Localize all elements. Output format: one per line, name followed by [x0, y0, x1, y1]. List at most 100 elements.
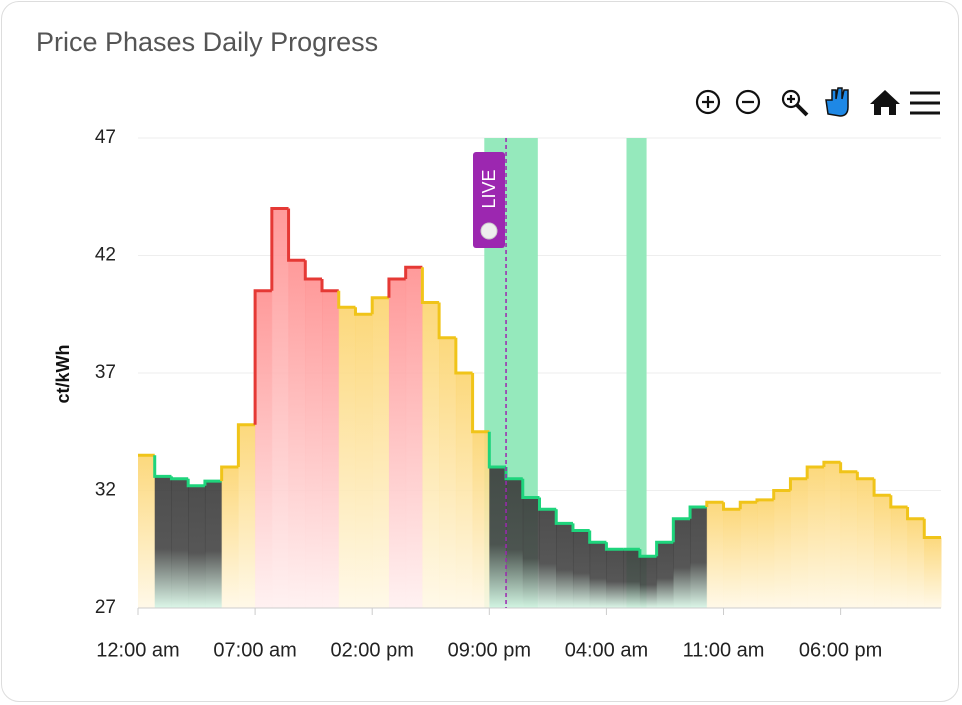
y-tick-label: 37	[95, 362, 116, 383]
price-step-line	[353, 307, 373, 316]
price-step-line	[688, 505, 707, 519]
price-step-area	[439, 337, 457, 608]
price-step-line	[404, 265, 423, 279]
price-step-area	[756, 499, 775, 608]
price-step-area	[840, 471, 858, 608]
price-step-line	[487, 431, 507, 469]
price-step-line	[922, 518, 941, 539]
price-step-area	[539, 509, 557, 608]
price-step-line	[420, 267, 440, 304]
price-step-line	[337, 290, 356, 309]
zoom-select-button[interactable]	[781, 89, 809, 117]
highlight-band	[626, 138, 647, 608]
toolbar[interactable]	[695, 87, 940, 117]
reset-button[interactable]	[870, 90, 900, 115]
price-step-area	[372, 297, 390, 608]
price-step-area	[489, 467, 507, 608]
price-step-line	[604, 542, 624, 551]
price-step-line	[755, 498, 774, 503]
price-step-area	[857, 478, 875, 608]
price-step-area	[589, 542, 607, 608]
price-step-line	[889, 495, 908, 509]
price-step-area	[405, 267, 423, 608]
y-axis-title: ct/kWh	[53, 344, 73, 403]
price-step-line	[387, 277, 406, 298]
price-step-area	[154, 476, 172, 608]
price-step-line	[855, 471, 875, 481]
price-step-area	[255, 290, 273, 608]
menu-button[interactable]	[910, 91, 940, 115]
price-step-area	[907, 518, 925, 608]
price-step-line	[538, 497, 557, 511]
price-step-area	[388, 279, 407, 608]
price-step-area	[422, 302, 440, 608]
y-tick-label: 32	[95, 480, 116, 501]
price-step-line	[788, 477, 808, 491]
price-step-area	[706, 502, 725, 608]
price-step-area	[138, 455, 156, 608]
price-step-line	[370, 296, 389, 315]
zoom-out-button[interactable]	[735, 89, 761, 115]
live-label: LIVE	[479, 169, 499, 208]
price-step-area	[690, 506, 708, 608]
y-tick-label: 27	[95, 597, 116, 618]
price-step-area	[188, 485, 206, 608]
price-step-line	[169, 476, 189, 481]
price-step-line	[253, 289, 272, 425]
price-step-area	[673, 518, 691, 608]
price-step-line	[839, 462, 858, 474]
price-step-area	[807, 467, 825, 608]
price-step-line	[822, 460, 841, 467]
price-step-area	[823, 462, 842, 608]
x-tick-label: 06:00 pm	[799, 639, 882, 661]
price-step-line	[872, 478, 891, 497]
x-tick-label: 12:00 am	[96, 639, 179, 661]
price-step-line	[571, 523, 590, 532]
price-step-line	[655, 540, 674, 557]
y-tick-label: 47	[95, 127, 116, 148]
price-step-line	[303, 260, 323, 281]
price-step-area	[623, 549, 641, 608]
price-step-line	[906, 506, 925, 521]
price-step-area	[874, 495, 892, 608]
price-step-line	[270, 207, 289, 291]
price-step-line	[705, 500, 724, 507]
price-step-area	[355, 314, 373, 608]
chart-title: Price Phases Daily Progress	[36, 27, 378, 57]
price-step-area	[171, 478, 189, 608]
price-step-line	[738, 500, 757, 510]
x-tick-label: 04:00 am	[565, 639, 648, 661]
price-step-area	[790, 478, 808, 608]
price-step-area	[522, 497, 540, 608]
price-step-line	[236, 423, 256, 467]
x-tick-label: 07:00 am	[213, 639, 296, 661]
price-step-line	[805, 465, 824, 479]
live-clock-icon	[480, 222, 498, 240]
price-step-area	[338, 307, 356, 608]
y-tick-label: 42	[95, 245, 116, 266]
price-step-line	[320, 279, 339, 293]
zoom-in-button[interactable]	[695, 89, 721, 115]
price-step-area	[656, 542, 674, 608]
price-step-line	[554, 509, 573, 525]
price-step-line	[153, 455, 172, 478]
price-step-area	[572, 530, 591, 608]
x-tick-label: 09:00 pm	[448, 639, 531, 661]
price-step-line	[220, 465, 239, 482]
price-step-area	[221, 467, 239, 608]
price-step-area	[271, 208, 290, 608]
price-step-area	[606, 549, 624, 608]
price-step-line	[454, 337, 473, 375]
price-step-area	[472, 431, 490, 608]
price-step-area	[506, 478, 524, 608]
live-badge	[473, 152, 505, 248]
price-step-line	[722, 502, 741, 511]
price-step-line	[671, 517, 691, 543]
price-step-area	[890, 506, 909, 608]
price-step-area	[723, 509, 741, 608]
price-step-area	[455, 373, 474, 608]
pan-button[interactable]	[825, 87, 849, 117]
x-tick-label: 11:00 am	[683, 639, 765, 661]
